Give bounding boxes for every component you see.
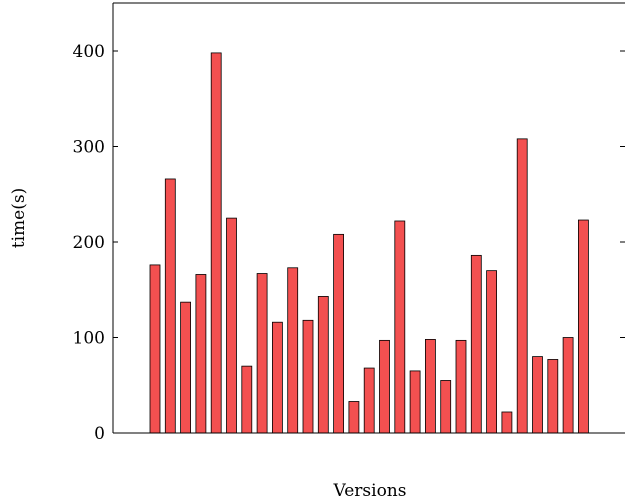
bar-29 — [578, 219, 589, 434]
y-tick-label-0: 0 — [94, 424, 105, 444]
bar-8 — [256, 273, 268, 434]
bar-28 — [562, 337, 574, 434]
bar-12 — [317, 296, 329, 434]
bar-10 — [287, 267, 299, 434]
bar-17 — [394, 220, 406, 434]
y-tick-label-200: 200 — [73, 233, 105, 253]
bar-4 — [195, 274, 207, 434]
y-tick-label-400: 400 — [73, 42, 105, 62]
bar-24 — [501, 411, 513, 434]
bar-19 — [424, 339, 436, 434]
bar-18 — [409, 370, 421, 434]
bar-20 — [440, 380, 452, 434]
y-axis-title: time(s) — [9, 188, 29, 248]
bar-3 — [180, 301, 192, 434]
bar-14 — [348, 401, 360, 434]
labels-layer: Versions time(s) — [9, 188, 406, 501]
bar-16 — [379, 339, 390, 434]
bars-layer — [149, 52, 589, 434]
y-tick-label-100: 100 — [73, 329, 105, 349]
bar-9 — [271, 321, 283, 434]
bar-13 — [333, 233, 345, 434]
bar-11 — [302, 319, 314, 434]
bar-23 — [486, 270, 498, 434]
y-tick-label-300: 300 — [73, 138, 105, 158]
bar-15 — [363, 367, 375, 434]
bar-21 — [455, 339, 467, 434]
x-axis-title: Versions — [333, 481, 407, 501]
bar-25 — [516, 138, 528, 434]
bar-7 — [241, 365, 253, 434]
bar-2 — [164, 178, 176, 434]
bar-5 — [210, 52, 222, 434]
bar-27 — [547, 359, 559, 434]
bar-6 — [226, 217, 237, 434]
bar-22 — [470, 254, 482, 434]
axes-layer: 0 100 200 300 400 — [73, 2, 625, 444]
bar-26 — [532, 356, 543, 434]
bar-1 — [149, 264, 161, 434]
